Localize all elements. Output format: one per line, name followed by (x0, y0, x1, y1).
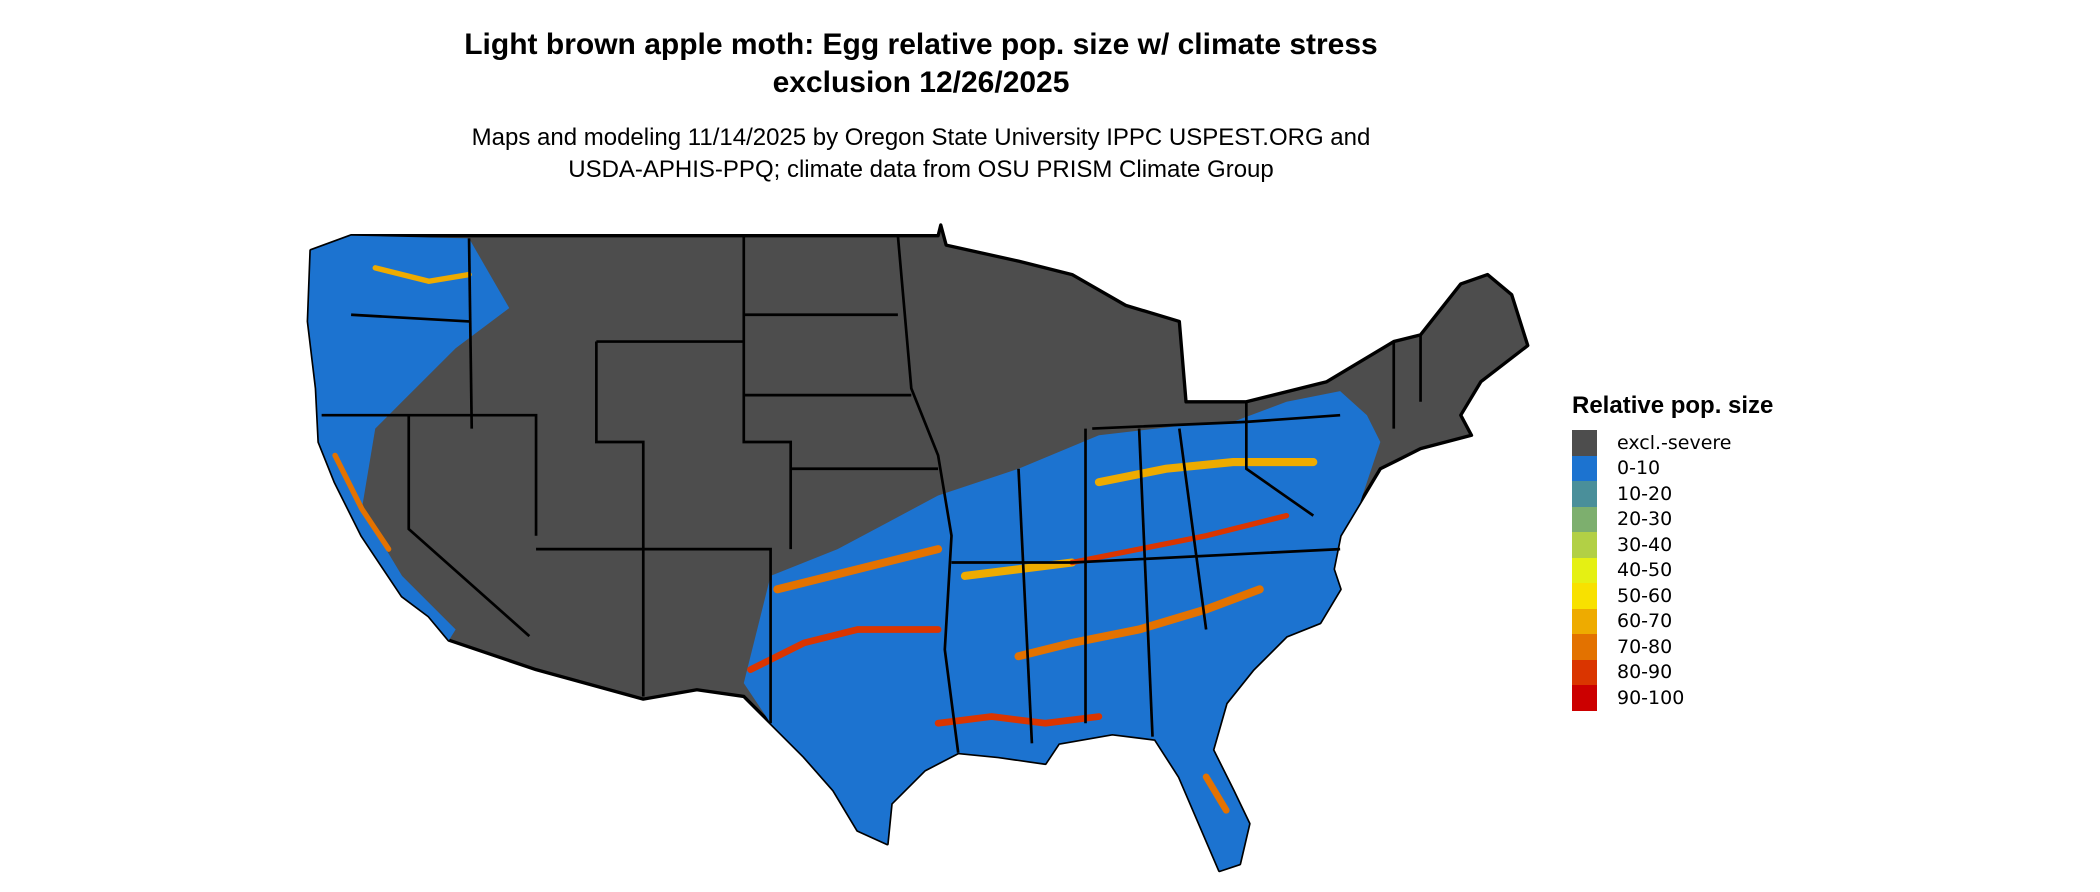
legend-swatch (1572, 557, 1597, 583)
legend-item: 0-10 (1572, 455, 1773, 481)
region-0-10-west (308, 235, 510, 641)
title-line-1: Light brown apple moth: Egg relative pop… (464, 28, 1378, 61)
legend-item: 50-60 (1572, 583, 1773, 609)
legend-label: 90-100 (1617, 686, 1685, 709)
legend-label: 40-50 (1617, 559, 1673, 582)
legend-swatch (1572, 430, 1597, 456)
legend: Relative pop. size excl.-severe 0-10 10-20… (1572, 392, 1773, 711)
region-0-10-southeast (743, 391, 1381, 871)
legend-swatch (1572, 634, 1597, 660)
legend-label: 70-80 (1617, 635, 1673, 658)
legend-label: 80-90 (1617, 661, 1673, 684)
legend-swatch (1572, 481, 1597, 507)
legend-item: 40-50 (1572, 557, 1773, 583)
legend-item: 60-70 (1572, 608, 1773, 634)
legend-swatch (1572, 608, 1597, 634)
legend-items: excl.-severe 0-10 10-20 20-30 30-40 40-50 50-6… (1572, 430, 1773, 711)
legend-item: 10-20 (1572, 481, 1773, 507)
subtitle-line-1: Maps and modeling 11/14/2025 by Oregon S… (471, 124, 1371, 151)
legend-item: 80-90 (1572, 659, 1773, 685)
legend-label: 60-70 (1617, 610, 1673, 633)
legend-item: 90-100 (1572, 685, 1773, 711)
title-line-2: exclusion 12/26/2025 (772, 66, 1070, 99)
subtitle-line-2: USDA-APHIS-PPQ; climate data from OSU PR… (568, 156, 1274, 183)
legend-item: 20-30 (1572, 506, 1773, 532)
state-borders (321, 235, 1422, 753)
high-population-streaks (332, 265, 1318, 814)
legend-title: Relative pop. size (1572, 392, 1774, 419)
legend-label: 30-40 (1617, 533, 1673, 556)
legend-item: excl.-severe (1572, 430, 1773, 456)
legend-swatch (1572, 685, 1597, 711)
map-subtitle: Maps and modeling 11/14/2025 by Oregon S… (0, 122, 1842, 186)
legend-item: 70-80 (1572, 634, 1773, 660)
legend-swatch (1572, 532, 1597, 558)
legend-label: 0-10 (1617, 457, 1661, 480)
legend-item: 30-40 (1572, 532, 1773, 558)
legend-swatch (1572, 583, 1597, 609)
legend-label: 10-20 (1617, 482, 1673, 505)
legend-label: 50-60 (1617, 584, 1673, 607)
legend-swatch (1572, 455, 1597, 481)
legend-label: excl.-severe (1617, 431, 1732, 454)
map-title: Light brown apple moth: Egg relative pop… (0, 26, 1842, 102)
legend-label: 20-30 (1617, 508, 1673, 531)
legend-swatch (1572, 659, 1597, 685)
legend-swatch (1572, 506, 1597, 532)
